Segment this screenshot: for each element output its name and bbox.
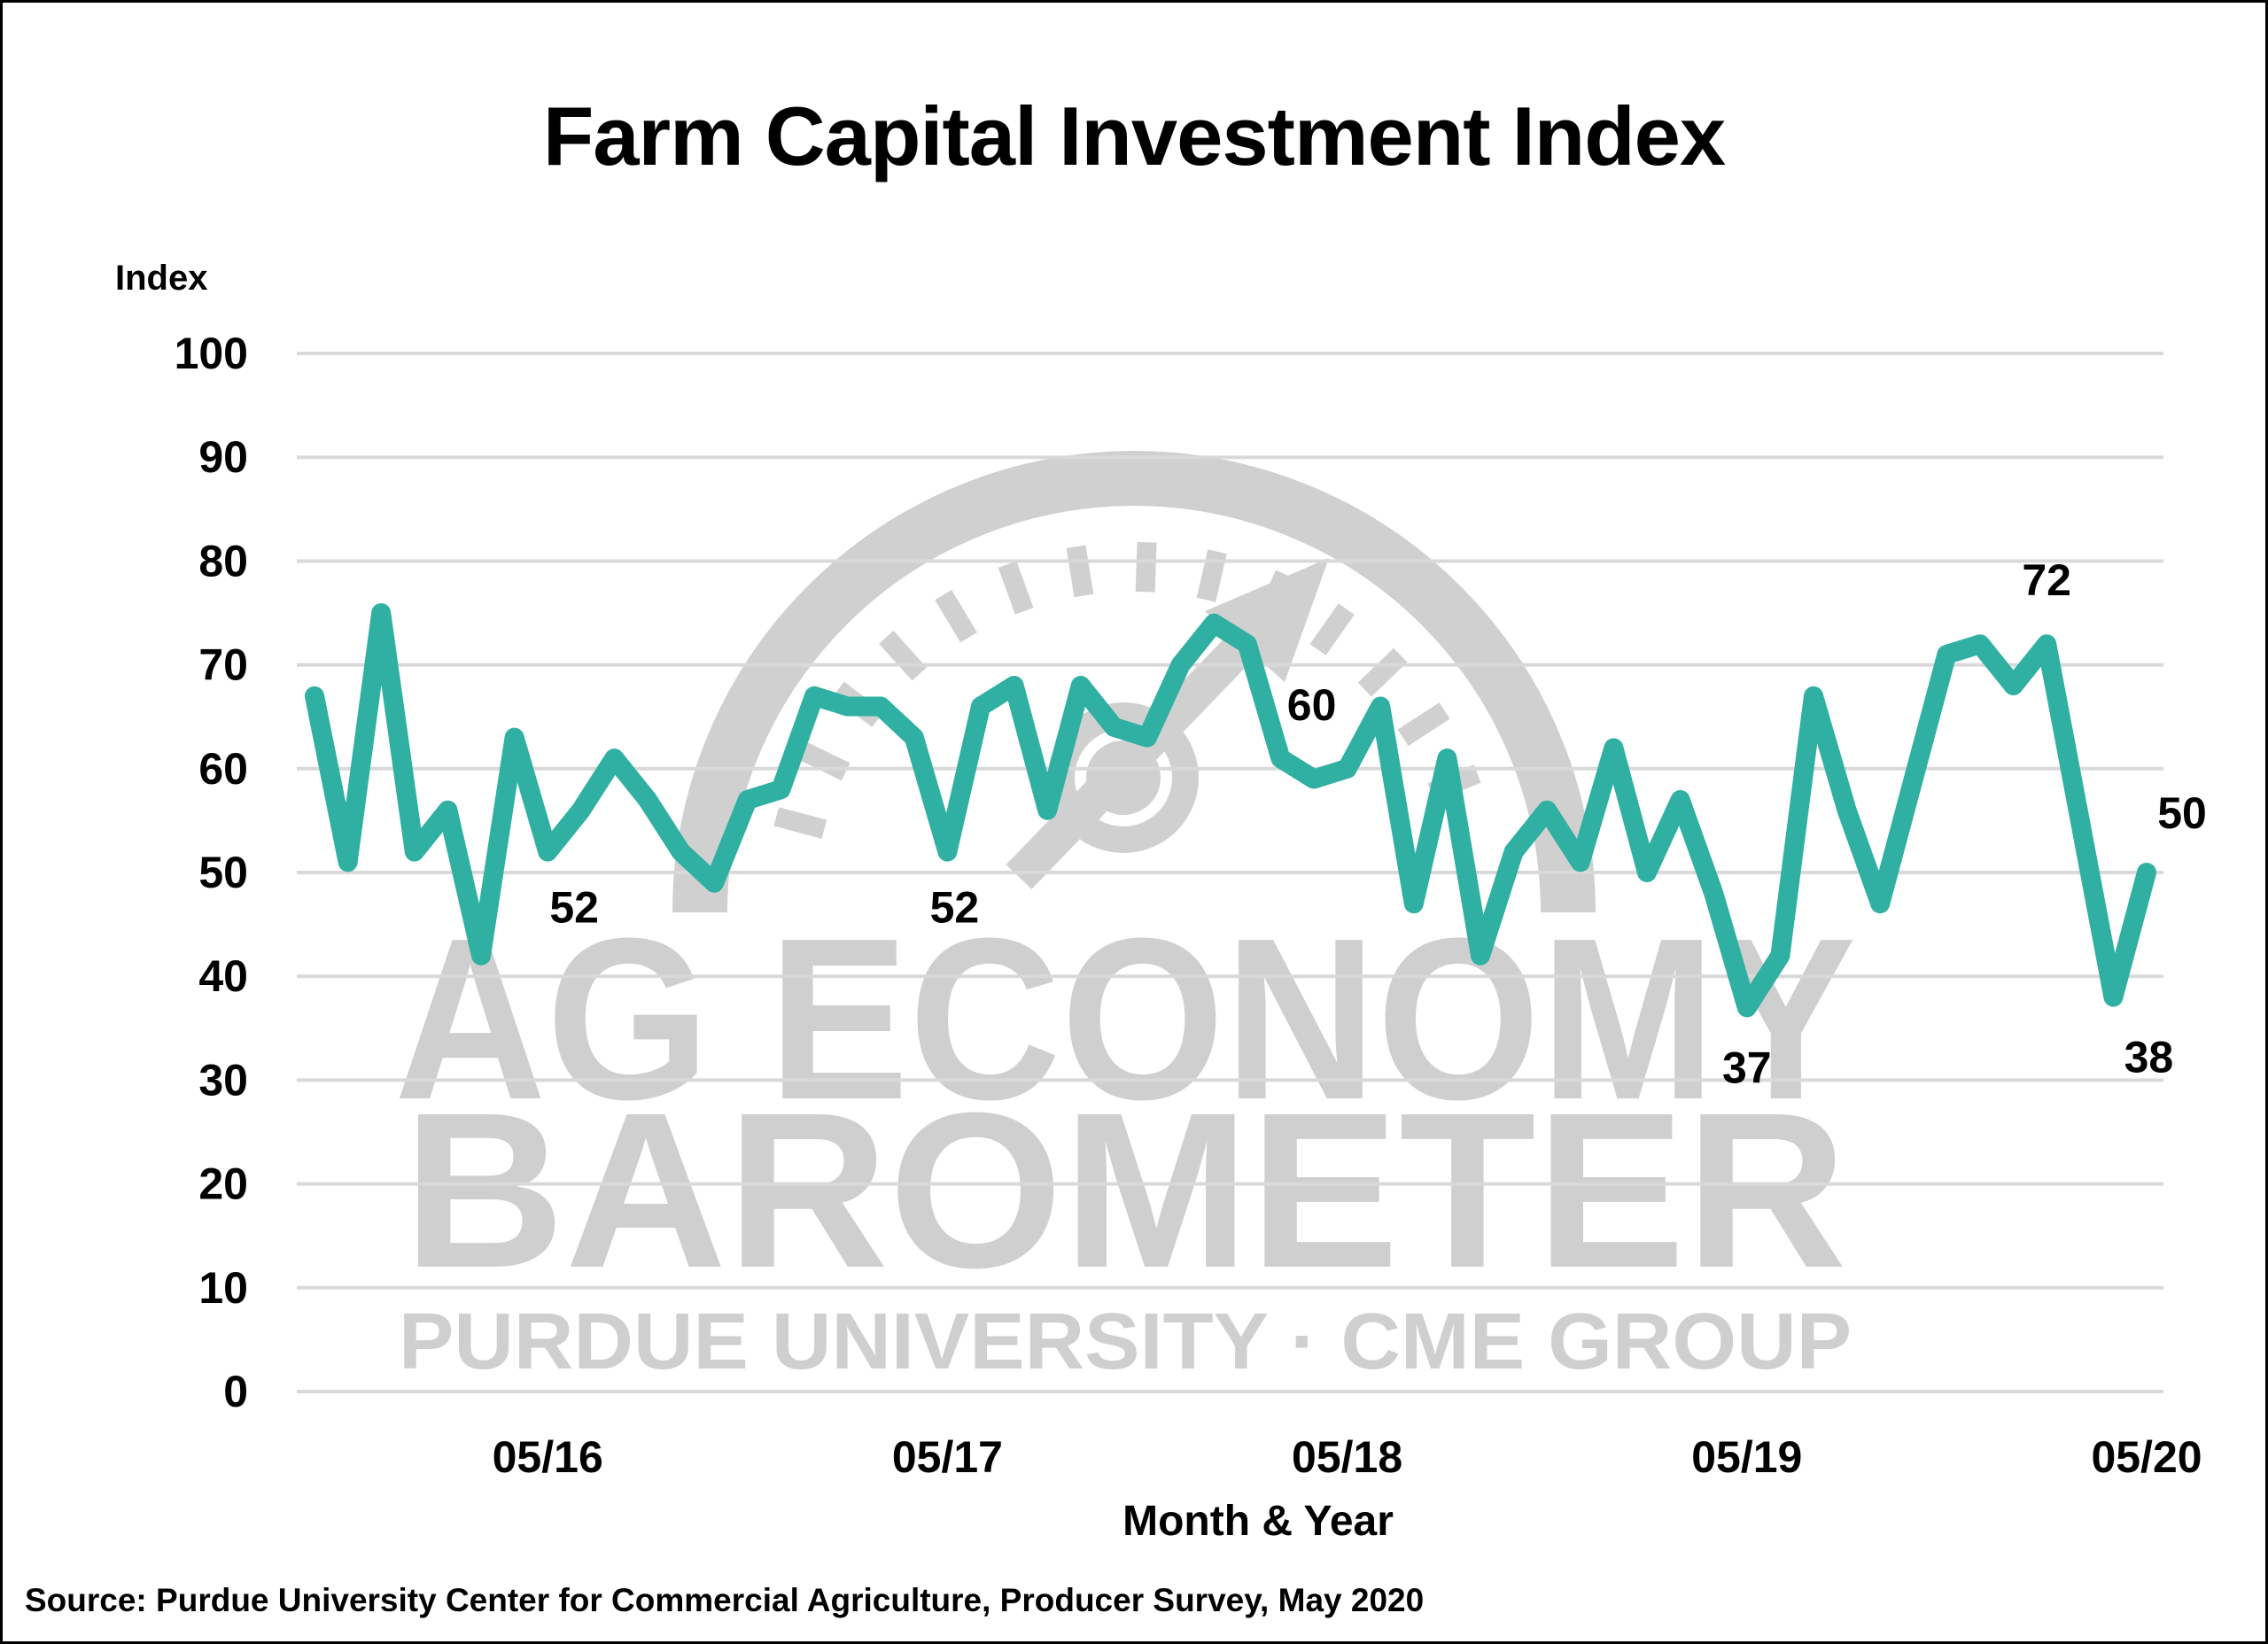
x-tick-label: 05/19 bbox=[1691, 1432, 1802, 1482]
y-tick-label: 60 bbox=[198, 744, 248, 794]
data-labels: 52 52 60 37 72 38 50 bbox=[549, 555, 2206, 1092]
data-label: 38 bbox=[2124, 1033, 2174, 1082]
y-tick-label: 80 bbox=[198, 536, 248, 585]
y-tick-label: 20 bbox=[198, 1159, 248, 1209]
data-label: 52 bbox=[549, 883, 599, 933]
x-tick-label: 05/20 bbox=[2091, 1432, 2202, 1482]
y-tick-label: 90 bbox=[198, 432, 248, 482]
watermark-logo: AG ECONOMY BAROMETER PURDUE UNIVERSITY ·… bbox=[394, 451, 1856, 1386]
data-label: 60 bbox=[1287, 680, 1337, 730]
y-tick-label: 70 bbox=[198, 640, 248, 690]
y-tick-label: 30 bbox=[198, 1055, 248, 1105]
data-label: 52 bbox=[930, 883, 980, 933]
gridlines bbox=[297, 352, 2163, 1393]
y-axis-label: Index bbox=[115, 259, 208, 298]
y-tick-label: 10 bbox=[198, 1263, 248, 1313]
data-label: 72 bbox=[2022, 555, 2071, 605]
y-tick-label: 100 bbox=[175, 329, 248, 378]
x-axis-ticks: 05/16 05/17 05/18 05/19 05/20 bbox=[493, 1432, 2202, 1482]
watermark-line3: PURDUE UNIVERSITY · CME GROUP bbox=[399, 1298, 1852, 1386]
chart-title: Farm Capital Investment Index bbox=[542, 89, 1726, 182]
data-label: 37 bbox=[1722, 1043, 1772, 1092]
y-tick-label: 40 bbox=[198, 951, 248, 1001]
y-tick-label: 0 bbox=[223, 1367, 248, 1416]
watermark-line1: AG ECONOMY bbox=[394, 891, 1856, 1148]
x-tick-label: 05/17 bbox=[892, 1432, 1003, 1482]
source-note: Source: Purdue University Center for Com… bbox=[25, 1582, 1425, 1618]
x-axis-label: Month & Year bbox=[1122, 1498, 1394, 1545]
x-tick-label: 05/18 bbox=[1292, 1432, 1402, 1482]
data-label: 50 bbox=[2157, 788, 2207, 838]
y-axis-ticks: 0 10 20 30 40 50 60 70 80 90 100 bbox=[175, 329, 248, 1416]
y-tick-label: 50 bbox=[198, 848, 248, 897]
series-line bbox=[305, 603, 2156, 1018]
watermark-line2: BAROMETER bbox=[403, 1066, 1847, 1314]
x-tick-label: 05/16 bbox=[493, 1432, 603, 1482]
